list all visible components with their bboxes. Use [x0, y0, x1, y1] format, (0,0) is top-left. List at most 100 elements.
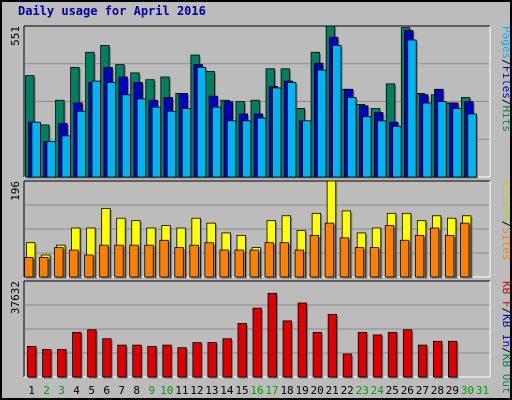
pages-bar: [407, 39, 417, 178]
pages-bar: [136, 98, 147, 178]
pages-bar: [422, 102, 432, 178]
kb-bar: [282, 320, 292, 378]
sites-bar: [174, 247, 184, 278]
sites-bar: [219, 249, 229, 278]
x-tick-label: 25: [386, 384, 399, 397]
pages-bar: [272, 87, 282, 178]
x-tick-label: 20: [311, 384, 324, 397]
kb-bar: [327, 314, 338, 378]
pages-bar: [362, 116, 372, 178]
x-tick-label: 31: [476, 384, 489, 397]
pages-bar: [226, 120, 237, 178]
x-tick-label: 27: [416, 384, 429, 397]
pages-bar: [151, 106, 162, 178]
axis-label-part: Visits: [500, 181, 510, 221]
kb-bar: [222, 338, 232, 378]
x-tick-label: 21: [326, 384, 339, 397]
kb-bar: [357, 331, 368, 378]
axis-label-part: Pages: [500, 26, 510, 59]
pages-bar: [287, 82, 297, 178]
axis-label-part: /: [500, 308, 510, 315]
pages-bar: [347, 97, 357, 178]
kb-panel-axis-label: KB F/KB In/KB Out: [500, 281, 510, 394]
sites-bar: [354, 247, 365, 278]
x-tick-label: 3: [58, 384, 65, 397]
x-tick-label: 23: [356, 384, 369, 397]
kb-bar: [297, 302, 307, 378]
visits-panel-ymax-label: 196: [9, 181, 22, 201]
x-tick-label: 18: [280, 384, 293, 397]
kb-bar: [162, 344, 172, 378]
axis-label-part: /: [500, 99, 510, 106]
kb-bar: [87, 329, 97, 378]
pages-bar: [241, 120, 252, 178]
kb-bar: [27, 345, 37, 378]
axis-label-part: Sites: [500, 227, 510, 260]
kb-bar: [252, 307, 262, 378]
hits-panel-axis-label: Pages/Files/Hits: [500, 26, 510, 132]
sites-bar: [294, 249, 304, 278]
hits-panel-ymax-label: 551: [9, 26, 22, 46]
x-tick-label: 29: [446, 384, 459, 397]
kb-bar: [402, 329, 413, 378]
pages-bar: [46, 140, 56, 178]
sites-bar: [24, 257, 34, 278]
chart-title: Daily usage for April 2016: [18, 4, 206, 18]
kb-bar: [387, 331, 398, 378]
x-tick-label: 22: [341, 384, 354, 397]
axis-label-part: KB In: [500, 314, 510, 347]
pages-bar: [106, 82, 116, 178]
x-tick-label: 30: [461, 384, 474, 397]
sites-bar: [460, 222, 470, 278]
pages-bar: [302, 120, 312, 178]
kb-bar: [42, 349, 52, 378]
x-tick-label: 11: [175, 384, 188, 397]
axis-label-part: KB Out: [500, 354, 510, 394]
sites-bar: [84, 254, 94, 278]
x-tick-label: 19: [295, 384, 308, 397]
kb-bar: [132, 344, 142, 378]
x-tick-label: 13: [205, 384, 218, 397]
pages-bar: [76, 110, 86, 178]
sites-bar: [264, 242, 274, 278]
sites-bar: [99, 244, 109, 278]
kb-bar: [117, 344, 127, 378]
sites-bar: [399, 239, 410, 278]
x-tick-label: 4: [73, 384, 80, 397]
sites-bar: [445, 234, 455, 278]
sites-bar: [159, 239, 169, 278]
sites-bar: [114, 244, 124, 278]
visits-panel-axis-label: Visits/Sites: [500, 181, 510, 261]
x-tick-label: 26: [401, 384, 414, 397]
sites-bar: [129, 244, 139, 278]
sites-bar: [309, 234, 320, 278]
sites-bar: [234, 249, 244, 278]
kb-bar: [417, 344, 428, 378]
pages-bar: [91, 80, 101, 178]
pages-bar: [211, 106, 222, 178]
pages-bar: [317, 69, 327, 178]
pages-bar: [31, 121, 41, 178]
x-tick-label: 9: [148, 384, 155, 397]
x-tick-label: 6: [103, 384, 110, 397]
kb-bar: [237, 323, 247, 378]
x-tick-label: 24: [371, 384, 385, 397]
kb-bar: [192, 342, 202, 378]
sites-bar: [339, 237, 350, 278]
kb-bar: [432, 340, 443, 378]
sites-bar: [204, 242, 214, 278]
sites-bar: [249, 249, 259, 278]
sites-bar: [429, 227, 440, 278]
kb-bar: [177, 347, 187, 378]
sites-bar: [39, 257, 49, 278]
pages-bar: [452, 108, 462, 178]
kb-bar: [267, 292, 277, 378]
x-tick-label: 28: [431, 384, 444, 397]
x-tick-label: 12: [190, 384, 203, 397]
x-tick-label: 8: [133, 384, 140, 397]
x-tick-label: 15: [235, 384, 248, 397]
sites-bar: [384, 225, 395, 278]
kb-panel-ymax-label: 37632: [9, 281, 22, 314]
